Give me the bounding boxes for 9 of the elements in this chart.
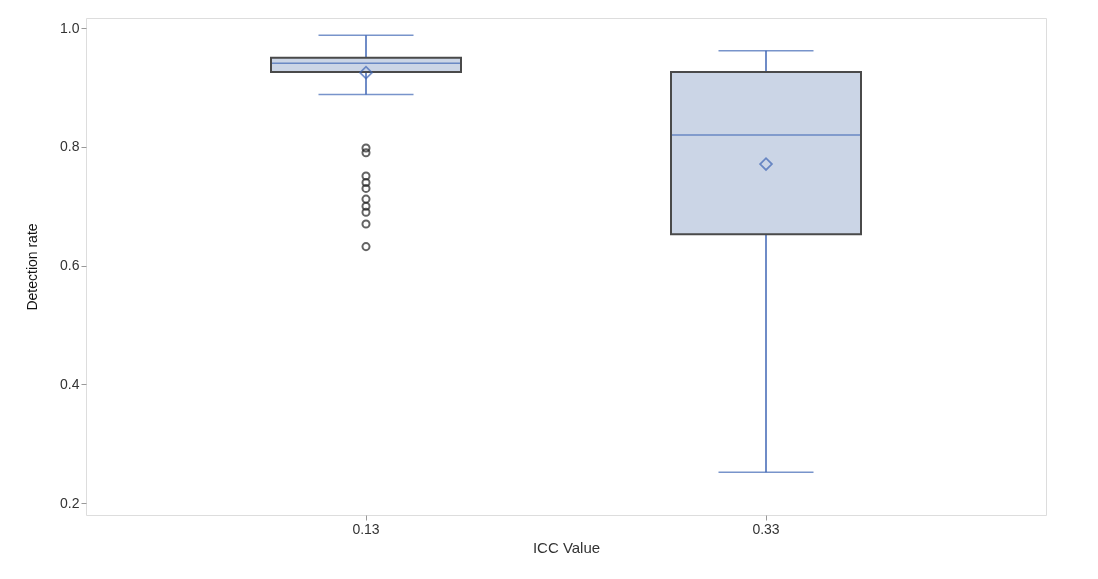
y-tick-label: 0.2 <box>60 494 80 511</box>
x-tick-label: 0.13 <box>352 520 380 537</box>
x-axis-title: ICC Value <box>532 538 601 556</box>
y-tick-label: 0.8 <box>60 138 80 155</box>
y-tick-label: 1.0 <box>60 19 80 36</box>
y-tick-label: 0.4 <box>60 375 80 392</box>
y-tick-label: 0.6 <box>60 257 80 274</box>
x-tick-label: 0.33 <box>752 520 780 537</box>
y-axis-title: Detection rate <box>24 223 41 311</box>
